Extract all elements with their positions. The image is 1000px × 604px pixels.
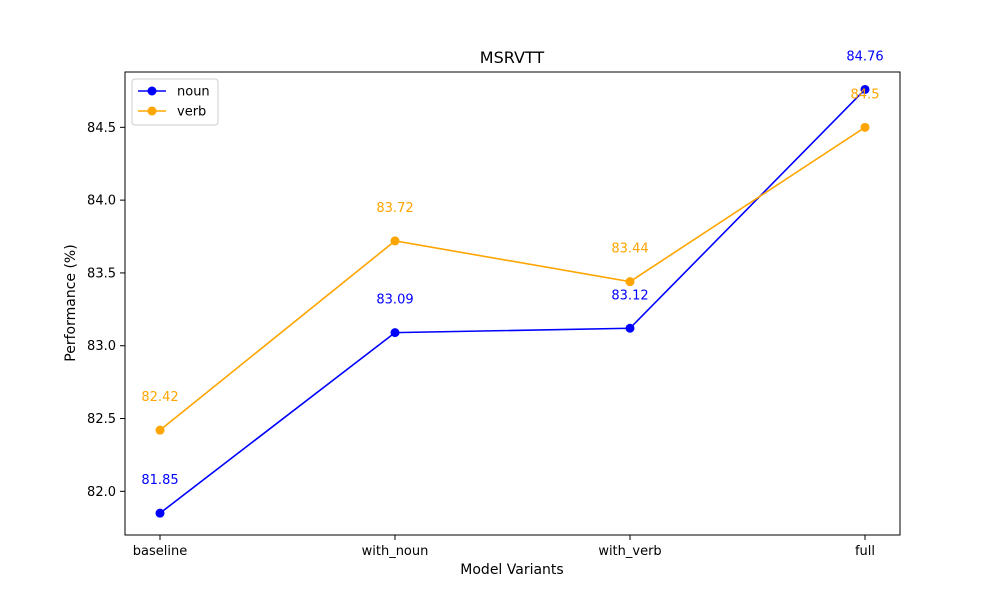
series-line-noun (159, 88, 866, 514)
data-label-verb: 83.44 (611, 242, 648, 257)
data-point-verb (155, 425, 165, 435)
x-tick-label: full (855, 544, 875, 559)
legend-label-noun: noun (177, 85, 210, 100)
y-tick-label: 82.5 (87, 412, 116, 427)
data-point-noun (625, 323, 635, 333)
data-label-verb: 84.5 (851, 87, 880, 102)
data-point-noun (860, 84, 870, 94)
data-point-noun (155, 508, 165, 518)
data-point-verb (860, 122, 870, 132)
legend-marker-verb (147, 106, 157, 116)
data-label-verb: 83.72 (376, 201, 413, 216)
data-label-noun: 83.09 (376, 293, 413, 308)
x-axis-label: Model Variants (460, 562, 563, 578)
chart-title: MSRVTT (480, 48, 545, 67)
data-label-noun: 84.76 (846, 49, 883, 64)
legend-label-verb: verb (177, 105, 206, 120)
series-line-verb (159, 126, 866, 431)
x-tick-label: baseline (133, 544, 187, 559)
y-tick-label: 83.0 (87, 339, 116, 354)
axes-frame (124, 71, 901, 536)
plot-area: 82.0 82.5 83.0 83.5 84.0 84.5 baseline with_nou… (87, 49, 901, 559)
x-tick-label: with_verb (598, 544, 661, 559)
legend-marker-noun (147, 86, 157, 96)
x-tick-label: with_noun (362, 544, 429, 559)
data-label-noun: 81.85 (141, 473, 178, 488)
data-label-noun: 83.12 (611, 288, 648, 303)
data-label-verb: 82.42 (141, 390, 178, 405)
data-point-noun (390, 328, 400, 338)
y-tick-label: 83.5 (87, 266, 116, 281)
data-point-verb (390, 236, 400, 246)
y-tick-label: 84.0 (87, 194, 116, 209)
data-point-verb (625, 277, 635, 287)
y-tick-label: 82.0 (87, 485, 116, 500)
y-tick-label: 84.5 (87, 121, 116, 136)
y-axis-label: Performance (%) (63, 244, 79, 361)
